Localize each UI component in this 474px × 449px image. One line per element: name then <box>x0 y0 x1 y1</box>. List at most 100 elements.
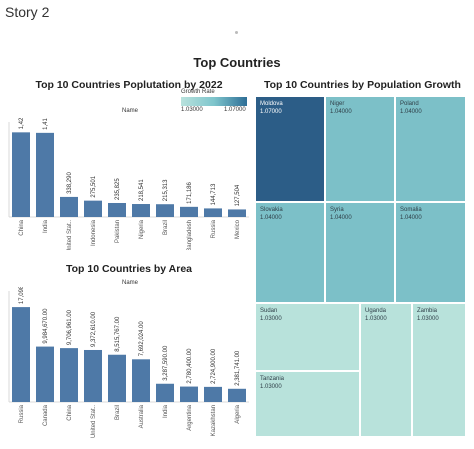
treemap-tile[interactable]: Sudan 1.03000 <box>255 303 360 371</box>
area-category-label: Algeria <box>235 404 241 423</box>
treemap-tile[interactable]: Uganda 1.03000 <box>360 303 412 437</box>
population-data-label: 127,504 <box>235 184 241 206</box>
area-data-label: 9,984,670.00 <box>43 308 49 344</box>
treemap-tile[interactable]: Poland 1.04000 <box>395 96 466 202</box>
treemap-title: Top 10 Countries by Population Growth <box>264 79 461 91</box>
area-category-label: Argentina <box>187 404 193 430</box>
population-category-label: Russia <box>211 219 217 238</box>
population-bar <box>108 202 126 217</box>
population-bar <box>156 204 174 217</box>
population-category-label: Nigeria <box>139 219 145 239</box>
area-bar <box>132 359 150 402</box>
area-data-label: 9,372,610.00 <box>91 311 97 347</box>
population-bar-chart: 1,425,887 China 1,417,173 India 338,290 Unite… <box>8 118 249 250</box>
area-bar <box>228 388 246 402</box>
legend-max-label: 1.07000 <box>224 107 246 113</box>
treemap-tile-value: 1.04000 <box>330 215 352 221</box>
treemap-tile-name: Syria <box>330 207 344 213</box>
population-category-label: China <box>19 219 25 235</box>
area-category-label: India <box>163 404 169 418</box>
population-bar <box>132 204 150 217</box>
area-category-label: Brazil <box>115 405 121 420</box>
treemap-tile-name: Zambia <box>417 308 438 314</box>
treemap-tile-value: 1.03000 <box>260 316 282 322</box>
population-bar <box>60 196 78 217</box>
population-category-label: Indonesia <box>91 219 97 246</box>
population-category-label: United Stat.. <box>67 220 73 250</box>
treemap-tile-name: Slovakia <box>260 207 283 213</box>
area-data-label: 7,692,024.00 <box>139 321 145 357</box>
population-data-label: 218,541 <box>139 179 145 201</box>
treemap-tile[interactable]: Zambia 1.03000 <box>412 303 466 437</box>
area-category-label: Russia <box>19 404 25 423</box>
treemap-tile-name: Niger <box>330 101 345 107</box>
population-bar <box>12 132 30 217</box>
population-category-label: Bangladesh <box>187 220 193 250</box>
treemap-tile-name: Sudan <box>260 308 278 314</box>
treemap-tile-name: Tanzania <box>260 376 285 382</box>
area-data-label: 8,515,767.00 <box>115 316 121 352</box>
population-bar <box>228 209 246 217</box>
treemap-tile[interactable]: Syria 1.04000 <box>325 202 395 303</box>
treemap-tile-name: Poland <box>400 101 419 107</box>
area-data-label: 2,724,900.00 <box>211 348 217 384</box>
treemap-tile[interactable]: Niger 1.04000 <box>325 96 395 202</box>
treemap-tile-value: 1.03000 <box>365 316 387 322</box>
area-data-label: 3,287,590.00 <box>163 345 169 381</box>
area-category-label: United Stat.. <box>91 405 97 438</box>
treemap-tile-name: Moldova <box>260 101 283 107</box>
population-chart-subtitle: Name <box>122 108 139 114</box>
area-bar <box>36 346 54 402</box>
area-data-label: 9,706,961.00 <box>67 309 73 345</box>
population-bar <box>36 132 54 217</box>
area-category-label: Canada <box>43 404 49 426</box>
population-data-label: 171,186 <box>187 181 193 203</box>
treemap-tile-name: Uganda <box>365 308 387 314</box>
population-bar <box>180 206 198 217</box>
population-bar <box>84 200 102 217</box>
growth-rate-color-legend <box>181 97 247 106</box>
area-data-label: 2,780,400.00 <box>187 348 193 384</box>
area-bar <box>12 307 30 402</box>
population-data-label: 144,713 <box>211 183 217 205</box>
area-chart-title: Top 10 Countries by Area <box>65 263 193 275</box>
area-category-label: China <box>67 404 73 420</box>
area-bar <box>180 386 198 402</box>
area-bar <box>204 386 222 402</box>
treemap-tile-value: 1.04000 <box>400 109 422 115</box>
area-chart-subtitle: Name <box>122 280 139 286</box>
treemap-tile-name: Somalia <box>400 207 422 213</box>
area-bar-chart: 17,098,242.00 Russia 9,984,670.00 Canada 9,7… <box>8 287 249 438</box>
area-bar <box>84 349 102 402</box>
area-data-label: 17,098,242.00 <box>19 287 25 304</box>
population-data-label: 275,501 <box>91 175 97 197</box>
treemap-tile[interactable]: Tanzania 1.03000 <box>255 371 360 437</box>
treemap-tile-value: 1.04000 <box>260 215 282 221</box>
population-data-label: 338,290 <box>67 172 73 194</box>
population-category-label: Brazil <box>163 220 169 235</box>
story-nav-dot[interactable] <box>235 31 238 34</box>
area-category-label: Kazakhstan <box>211 405 217 436</box>
treemap-tile-value: 1.04000 <box>330 109 352 115</box>
treemap-tile-value: 1.03000 <box>260 384 282 390</box>
population-growth-treemap: Moldova 1.07000 Niger 1.04000 Poland 1.04000 S… <box>255 96 466 437</box>
legend-title: Growth Rate <box>181 89 215 95</box>
treemap-tile[interactable]: Moldova 1.07000 <box>255 96 325 202</box>
population-data-label: 1,417,173 <box>43 118 49 130</box>
area-category-label: Australia <box>139 404 145 428</box>
story-title: Story 2 <box>5 4 50 20</box>
area-data-label: 2,381,741.00 <box>235 350 241 386</box>
treemap-tile-value: 1.04000 <box>400 215 422 221</box>
dashboard-title: Top Countries <box>193 55 281 70</box>
population-category-label: India <box>43 219 49 233</box>
area-bar <box>60 348 78 402</box>
legend-min-label: 1.03000 <box>181 107 203 113</box>
treemap-tile[interactable]: Slovakia 1.04000 <box>255 202 325 303</box>
population-chart-title: Top 10 Countries Poplutation by 2022 <box>35 79 223 91</box>
treemap-tile[interactable]: Somalia 1.04000 <box>395 202 466 303</box>
area-bar <box>108 354 126 402</box>
treemap-tile-value: 1.03000 <box>417 316 439 322</box>
population-data-label: 1,425,887 <box>19 118 25 129</box>
population-category-label: Pakistan <box>115 220 121 243</box>
area-bar <box>156 383 174 402</box>
